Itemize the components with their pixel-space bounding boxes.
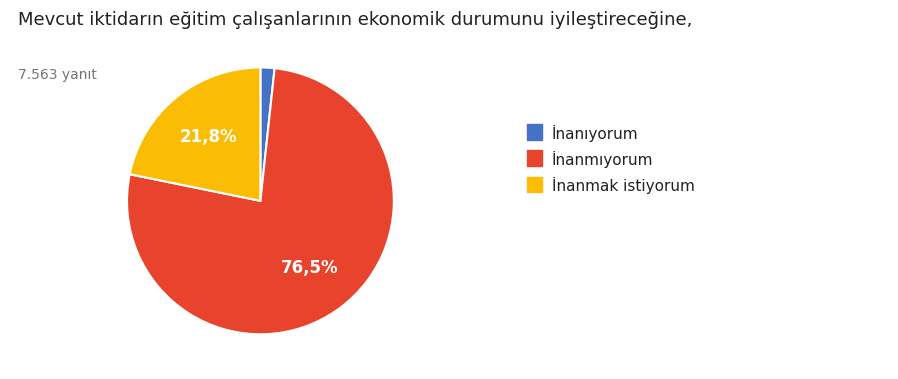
- Wedge shape: [129, 67, 260, 201]
- Text: 76,5%: 76,5%: [280, 258, 338, 277]
- Text: 7.563 yanıt: 7.563 yanıt: [18, 68, 97, 82]
- Text: 21,8%: 21,8%: [180, 128, 237, 146]
- Legend: İnanıyorum, İnanmıyorum, İnanmak istiyorum: İnanıyorum, İnanmıyorum, İnanmak istiyor…: [520, 117, 702, 202]
- Wedge shape: [127, 68, 394, 334]
- Text: Mevcut iktidarın eğitim çalışanlarının ekonomik durumunu iyileştireceğine,: Mevcut iktidarın eğitim çalışanlarının e…: [18, 11, 692, 29]
- Wedge shape: [260, 67, 275, 201]
